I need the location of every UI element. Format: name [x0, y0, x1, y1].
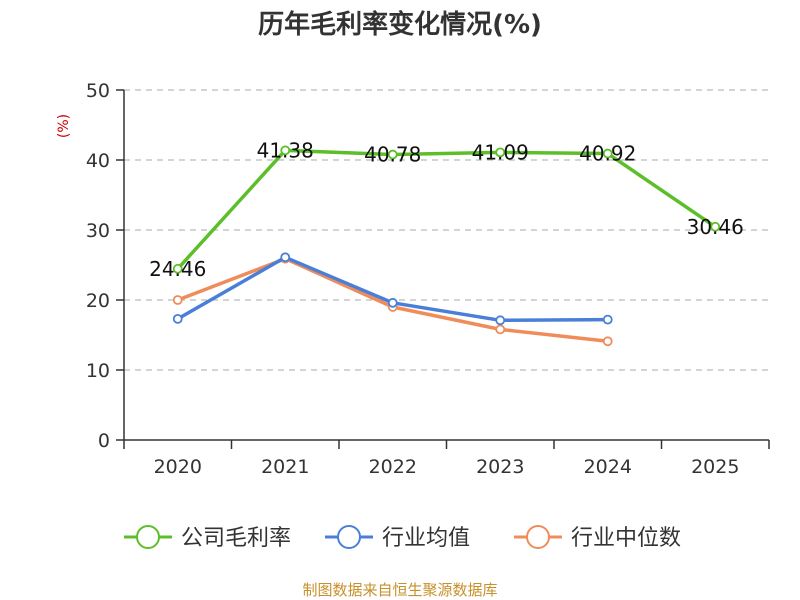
legend-item[interactable]: 行业均值 [325, 525, 470, 551]
x-tick-label: 2025 [691, 456, 739, 478]
data-point[interactable] [172, 263, 183, 274]
series-layer [172, 145, 721, 347]
x-tick-label: 2023 [476, 456, 524, 478]
legend-swatch-marker [526, 525, 550, 549]
series-line [176, 148, 717, 270]
y-tick-label: 10 [86, 360, 110, 382]
legend[interactable]: 公司毛利率 行业均值 行业中位数 [124, 525, 681, 551]
chart-title: 历年毛利率变化情况(%) [258, 9, 542, 40]
data-point[interactable] [172, 313, 183, 324]
data-point[interactable] [280, 252, 291, 263]
data-labels: 24.46 41.38 40.78 41.09 40.92 30.46 [149, 138, 744, 280]
data-point[interactable] [602, 336, 613, 347]
data-point[interactable] [495, 324, 506, 335]
y-tick-label: 30 [86, 220, 110, 242]
y-tick-label: 0 [98, 430, 110, 452]
legend-label: 行业中位数 [571, 526, 681, 551]
legend-swatch-marker [136, 525, 160, 549]
y-axis-unit: (%) [56, 114, 72, 138]
data-point[interactable] [387, 149, 398, 160]
axes: 0 10 20 30 40 50 2020 2021 2022 2023 2024 2025 [86, 80, 770, 478]
y-tick-label: 20 [86, 290, 110, 312]
x-tick-label: 2024 [584, 456, 632, 478]
legend-label: 公司毛利率 [181, 526, 291, 551]
data-label: 40.78 [364, 143, 421, 167]
y-tick-label: 50 [86, 80, 110, 102]
data-label: 30.46 [687, 215, 744, 239]
data-point[interactable] [495, 315, 506, 326]
data-label: 40.92 [579, 142, 636, 166]
source-note: 制图数据来自恒生聚源数据库 [302, 581, 497, 599]
x-tick-label: 2022 [369, 456, 417, 478]
legend-item[interactable]: 行业中位数 [514, 525, 681, 551]
gridlines [124, 89, 769, 371]
legend-swatch-marker [337, 525, 361, 549]
data-point[interactable] [280, 145, 291, 156]
data-point[interactable] [172, 295, 183, 305]
data-point[interactable] [495, 147, 506, 158]
data-label: 24.46 [149, 257, 206, 281]
x-tick-label: 2020 [154, 456, 202, 478]
x-tick-label: 2021 [261, 456, 309, 478]
y-tick-label: 40 [86, 150, 110, 172]
data-label: 41.09 [472, 140, 529, 164]
data-point[interactable] [602, 314, 613, 325]
data-point[interactable] [387, 297, 398, 308]
legend-label: 行业均值 [382, 526, 470, 551]
data-point[interactable] [602, 148, 613, 159]
data-point[interactable] [710, 221, 721, 232]
legend-item[interactable]: 公司毛利率 [124, 525, 291, 551]
data-label: 41.38 [257, 138, 314, 162]
